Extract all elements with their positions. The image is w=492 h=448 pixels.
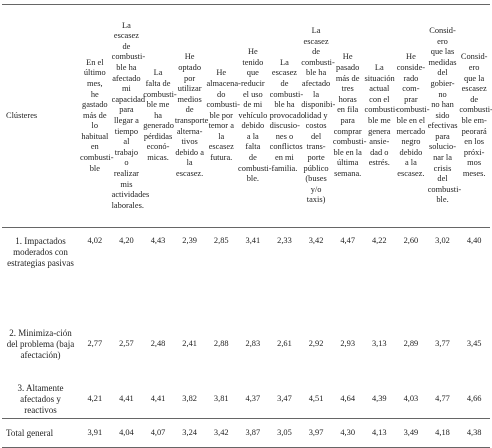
cell-value: 3,47 [277, 393, 292, 403]
column-header: La falta de combusti- ble me ha generado… [142, 4, 177, 228]
cell-value: 4,02 [87, 236, 103, 245]
cell-value: 3,13 [371, 338, 387, 348]
cell-value: 3,87 [237, 418, 269, 448]
cell-value: 2,88 [213, 338, 229, 348]
table-row: Total general 3,91 4,04 4,07 3,24 3,42 3,87 3,0… [2, 418, 490, 448]
cell-value: 3,05 [268, 418, 301, 448]
cell-value: 2,77 [87, 338, 103, 348]
cell-value: 4,38 [458, 418, 490, 448]
cell-value: 4,39 [371, 393, 387, 403]
header-row: Clústeres En el último mes, he gastado má… [2, 4, 492, 228]
table-body: 1. Impactados moderados con estrategias … [2, 228, 490, 448]
cell-value: 3,41 [245, 236, 261, 245]
cell-value: 3,42 [308, 236, 324, 245]
cell-value: 4,18 [426, 418, 459, 448]
cell-value: 3,24 [173, 418, 206, 448]
cell-value: 4,13 [363, 418, 396, 448]
table-row: 3. Altamente afectados y reactivos 4,21 4,… [2, 380, 490, 419]
cell-value: 3,77 [435, 338, 450, 348]
cell-value: 4,03 [403, 393, 419, 403]
cell-value: 2,41 [182, 338, 197, 348]
cell-value: 4,77 [435, 393, 450, 403]
cell-value: 4,43 [150, 236, 166, 245]
cell-value: 4,66 [466, 393, 482, 403]
results-table: Clústeres En el último mes, he gastado má… [2, 4, 492, 448]
cell-value: 4,37 [245, 393, 261, 403]
column-header: La escasez de combusti- ble ha afectado … [300, 4, 335, 228]
column-header: La escasez de combusti- ble ha afectado … [110, 4, 149, 228]
column-header: He pasado más de tres horas en fila para… [331, 4, 366, 228]
cell-value: 4,22 [371, 236, 387, 245]
cell-value: 2,93 [340, 338, 355, 348]
column-header: La escasez de combusti- ble ha provocado… [268, 4, 305, 228]
cell-value: 2,33 [277, 236, 292, 245]
cell-value: 2,48 [150, 338, 166, 348]
cell-value: 2,60 [403, 236, 419, 245]
cell-value: 2,92 [308, 338, 324, 348]
cell-value: 3,82 [182, 393, 197, 403]
cell-value: 3,81 [213, 393, 229, 403]
column-header: He conside- rado com- prar combusti- ble… [395, 4, 430, 228]
table-row: 2. Minimiza-ción del problema (baja afec… [2, 308, 490, 380]
cell-value: 4,40 [466, 236, 482, 245]
cluster-label: 2. Minimiza-ción del problema (baja afec… [6, 327, 75, 360]
cell-value: 2,89 [403, 338, 419, 348]
cell-value: 4,07 [142, 418, 174, 448]
cell-value: 4,21 [87, 393, 103, 403]
column-header: He tenido que reducir el uso de mi vehíc… [237, 4, 272, 228]
cell-value: 4,64 [340, 393, 355, 403]
cell-value: 4,04 [110, 418, 143, 448]
cell-value: 3,97 [300, 418, 332, 448]
cell-value: 4,20 [119, 236, 134, 245]
table-row: 1. Impactados moderados con estrategias … [2, 228, 490, 309]
cell-value: 2,83 [245, 338, 261, 348]
cluster-label: Total general [2, 418, 79, 448]
column-header: He optado por utilizar medios de transpo… [173, 4, 208, 228]
column-header: Consid- ero que las medidas del gobier- … [426, 4, 461, 228]
cell-value: 4,51 [308, 393, 324, 403]
cell-value: 2,57 [119, 338, 134, 348]
cell-value: 4,30 [331, 418, 364, 448]
cell-value: 2,39 [182, 236, 197, 245]
cell-value: 4,41 [150, 393, 166, 403]
cell-value: 2,85 [213, 236, 229, 245]
cluster-label: 3. Altamente afectados y reactivos [17, 382, 64, 415]
cell-value: 3,42 [205, 418, 238, 448]
cell-value: 3,02 [435, 236, 450, 245]
cell-value: 2,61 [277, 338, 292, 348]
row-header: Clústeres [2, 4, 79, 228]
cell-value: 4,41 [119, 393, 134, 403]
column-header: En el último mes, he gastado más de lo h… [79, 4, 114, 228]
cell-value: 3,91 [79, 418, 111, 448]
column-header: Consid- ero que la escasez de combusti- … [458, 4, 492, 228]
column-header: He almacena- do combusti- ble por temor … [205, 4, 241, 228]
column-header: La situación actual con el combusti- ble… [363, 4, 398, 228]
cell-value: 4,47 [340, 236, 355, 245]
cluster-label: 1. Impactados moderados con estrategias … [7, 236, 74, 268]
cell-value: 3,49 [395, 418, 427, 448]
cell-value: 3,45 [466, 338, 482, 348]
